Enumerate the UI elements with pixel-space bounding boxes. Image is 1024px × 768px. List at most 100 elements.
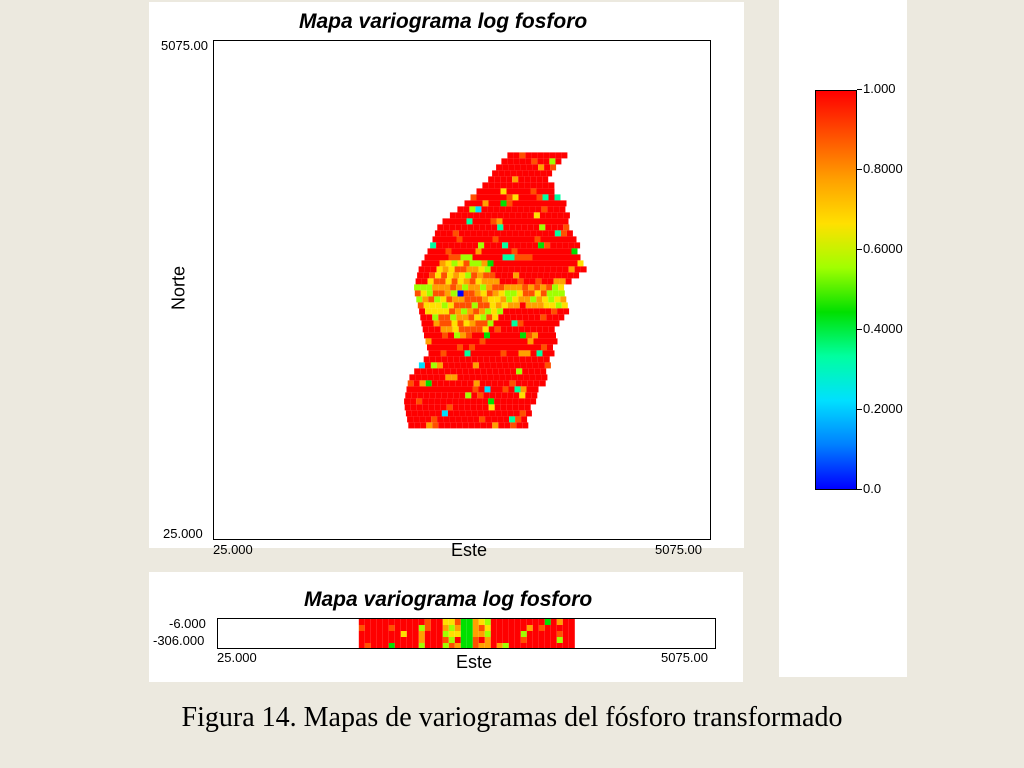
variogram-cell: [552, 236, 559, 243]
variogram-cell: [500, 200, 507, 207]
section-map-title: Mapa variograma log fosforo: [304, 588, 593, 611]
variogram-cell: [518, 404, 525, 411]
variogram-cell: [428, 404, 435, 411]
variogram-cell: [488, 188, 495, 195]
section-cell: [502, 637, 509, 643]
variogram-cell: [464, 326, 471, 333]
variogram-cell: [537, 158, 544, 165]
variogram-cell: [498, 284, 505, 291]
variogram-cell: [473, 380, 480, 387]
variogram-cell: [536, 296, 543, 303]
section-cell: [442, 631, 449, 637]
variogram-cell: [481, 374, 488, 381]
section-cell: [538, 643, 545, 648]
variogram-cell: [460, 218, 467, 225]
variogram-cell: [445, 374, 452, 381]
variogram-cell: [502, 332, 508, 339]
variogram-cell: [580, 266, 587, 273]
variogram-cell: [558, 290, 565, 297]
variogram-cell: [508, 218, 515, 225]
variogram-cell: [429, 392, 436, 399]
variogram-cell: [559, 206, 566, 213]
variogram-cell: [488, 398, 495, 405]
variogram-cell: [516, 368, 523, 375]
section-cell: [544, 643, 551, 648]
variogram-cell: [505, 278, 512, 285]
variogram-cell: [440, 296, 447, 303]
variogram-cell: [441, 302, 448, 309]
section-y-tick-bottom: -306.000: [153, 633, 205, 648]
variogram-cell: [488, 182, 495, 189]
variogram-cell: [456, 314, 463, 321]
variogram-cell: [551, 224, 558, 231]
colorbar-tick-label: 0.6000: [863, 241, 903, 256]
variogram-cell: [543, 356, 550, 363]
variogram-cell: [521, 416, 528, 423]
variogram-cell: [433, 374, 440, 381]
variogram-cell: [540, 290, 547, 297]
variogram-cell: [574, 266, 581, 273]
variogram-cell: [449, 224, 456, 231]
variogram-cell: [453, 410, 460, 417]
variogram-cell: [525, 392, 532, 399]
variogram-cell: [552, 314, 559, 321]
variogram-cell: [514, 362, 521, 369]
variogram-cell: [532, 266, 539, 273]
variogram-cell: [480, 314, 487, 321]
section-cell: [478, 631, 485, 637]
variogram-cell: [474, 284, 481, 291]
variogram-cell: [418, 386, 425, 393]
variogram-cell: [499, 374, 506, 381]
section-cell: [370, 643, 377, 648]
variogram-cell: [514, 254, 521, 261]
variogram-cell: [508, 362, 515, 369]
variogram-cell: [524, 296, 531, 303]
variogram-cell: [517, 248, 524, 255]
variogram-cell: [442, 332, 448, 339]
variogram-cell: [541, 278, 548, 285]
variogram-cell: [489, 302, 496, 309]
variogram-cell: [419, 380, 426, 387]
variogram-cell: [483, 302, 490, 309]
variogram-cell: [470, 350, 477, 357]
variogram-cell: [550, 164, 557, 171]
main-y-axis-label: Norte: [168, 265, 189, 311]
variogram-cell: [433, 278, 440, 285]
section-cell: [508, 637, 515, 643]
variogram-cell: [535, 320, 542, 327]
variogram-cell: [500, 404, 507, 411]
variogram-cell: [541, 206, 548, 213]
section-cell: [430, 625, 437, 631]
variogram-cell: [484, 332, 490, 339]
variogram-cell: [547, 260, 554, 267]
variogram-cell: [435, 356, 442, 363]
variogram-cell: [551, 338, 558, 345]
variogram-cell: [527, 212, 534, 219]
variogram-cell: [459, 356, 466, 363]
variogram-cell: [511, 374, 518, 381]
variogram-cell: [564, 236, 571, 243]
variogram-cell: [542, 200, 549, 207]
variogram-cell: [566, 230, 573, 237]
variogram-cell: [510, 284, 517, 291]
variogram-cell: [454, 386, 461, 393]
variogram-cell: [457, 344, 463, 351]
variogram-cell: [507, 392, 514, 399]
variogram-cell: [517, 206, 524, 213]
section-cell: [418, 643, 425, 648]
variogram-cell: [469, 260, 476, 267]
section-cell: [508, 619, 515, 625]
variogram-cell: [529, 206, 536, 213]
variogram-cell: [559, 248, 566, 255]
variogram-cell: [455, 224, 462, 231]
variogram-cell: [503, 416, 510, 423]
section-cell: [502, 625, 509, 631]
variogram-cell: [502, 164, 509, 171]
variogram-cell: [505, 320, 512, 327]
variogram-cell: [517, 320, 524, 327]
variogram-cell: [436, 266, 443, 273]
variogram-cell: [492, 236, 499, 243]
variogram-cell: [423, 392, 430, 399]
section-cell: [538, 637, 545, 643]
variogram-cell: [506, 350, 513, 357]
